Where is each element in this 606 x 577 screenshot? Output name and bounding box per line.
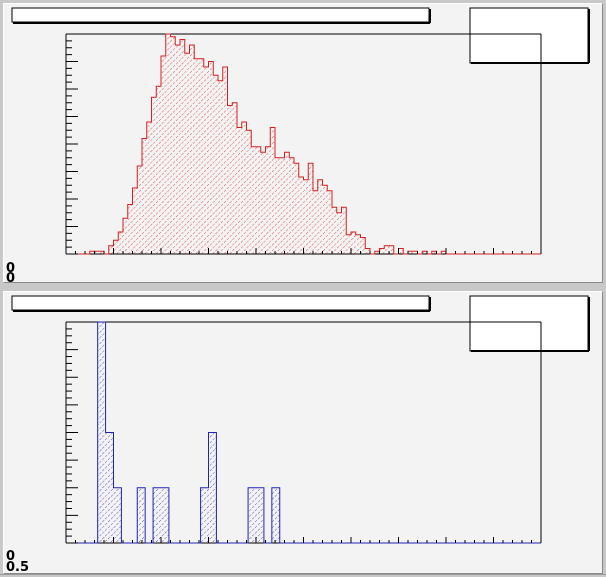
- histogram-canvas-bottom: 0 0.5: [6, 295, 590, 575]
- histogram-pad-top: 0 0: [3, 3, 603, 286]
- y-tick-label: 0: [6, 549, 15, 564]
- histogram-bar: [251, 146, 256, 254]
- histogram-bar: [113, 240, 119, 254]
- histogram-bar: [156, 86, 161, 254]
- histogram-bar: [379, 248, 385, 254]
- histogram-bar: [412, 251, 418, 254]
- canvas-bottom-edge: [0, 574, 606, 575]
- histogram-bar: [441, 251, 446, 254]
- histogram-bar: [113, 487, 122, 543]
- histogram-bar: [153, 487, 161, 543]
- histogram-bar: [327, 190, 332, 254]
- histogram-bar: [313, 190, 318, 254]
- histogram-outline: [66, 321, 541, 544]
- histogram-bar: [351, 232, 356, 254]
- histogram-bar: [374, 251, 380, 254]
- histogram-bar: [265, 146, 271, 254]
- histogram-bar: [89, 251, 95, 254]
- histogram-bar: [137, 166, 142, 254]
- histogram-bar: [99, 251, 104, 254]
- histogram-bar: [241, 122, 247, 254]
- histogram-bar: [200, 487, 209, 543]
- histogram-bar: [237, 127, 242, 254]
- histogram-bar: [123, 218, 128, 254]
- histogram-bar: [232, 102, 237, 254]
- histogram-canvas-top: 0 0: [6, 7, 590, 286]
- histogram-bar: [294, 163, 299, 254]
- y-tick-label: 0: [6, 271, 15, 286]
- histogram-bar: [203, 67, 209, 254]
- histogram-bar: [161, 56, 166, 254]
- histogram-bar: [165, 34, 171, 254]
- histogram-bar: [384, 245, 389, 254]
- histogram-bar: [270, 127, 275, 254]
- histogram-bar: [389, 245, 394, 254]
- histogram-bar: [346, 234, 351, 254]
- histogram-bar: [184, 53, 190, 254]
- histogram-bar: [365, 248, 370, 254]
- title-box: [11, 7, 430, 23]
- histogram-bar: [180, 39, 185, 254]
- stats-box: [469, 7, 589, 64]
- histogram-bar: [170, 36, 176, 254]
- histogram-bar: [218, 80, 223, 254]
- histogram-bar: [360, 237, 366, 254]
- histogram-bar: [279, 157, 285, 254]
- histogram-bar: [189, 45, 195, 254]
- histogram-bar: [146, 122, 152, 254]
- histogram-bar: [322, 185, 328, 254]
- histogram-bar: [260, 152, 266, 254]
- plot-area-bottom: [65, 321, 542, 544]
- histogram-bar: [298, 177, 304, 254]
- histogram-bar: [336, 212, 342, 254]
- histogram-bar: [175, 45, 180, 254]
- y-tick-label: 0: [6, 261, 15, 276]
- histogram-bar: [275, 157, 280, 254]
- histogram-bar: [208, 61, 214, 254]
- histogram-bar: [132, 188, 138, 254]
- histogram-bar: [341, 207, 347, 254]
- histogram-bar: [398, 248, 404, 254]
- histogram-bar: [222, 67, 228, 254]
- histogram-bar: [317, 179, 323, 254]
- histogram-bar: [137, 487, 146, 543]
- histogram-bar: [408, 251, 413, 254]
- histogram-bar: [199, 58, 204, 254]
- histogram-bar: [94, 251, 100, 254]
- histogram-bar: [108, 245, 114, 254]
- y-tick-label: 0.5: [6, 560, 29, 575]
- histogram-bar: [289, 157, 294, 254]
- plot-area-top: [65, 33, 542, 255]
- histogram-bar: [208, 432, 217, 543]
- histogram-bar: [194, 58, 199, 254]
- histogram-bar: [271, 487, 280, 543]
- histogram-bar: [256, 487, 264, 543]
- histogram-bar: [248, 487, 256, 543]
- histogram-bar: [127, 204, 133, 254]
- histogram-bar: [303, 179, 309, 254]
- histogram-bar: [105, 432, 114, 543]
- histogram-bar: [332, 207, 337, 254]
- stats-box: [469, 295, 589, 352]
- histogram-pad-bottom: 0 0.5: [3, 291, 603, 575]
- histogram-bar: [151, 97, 157, 254]
- histogram-bar: [256, 146, 261, 254]
- histogram-bar: [161, 487, 169, 543]
- histogram-bar: [308, 163, 313, 254]
- histogram-bar: [213, 75, 218, 254]
- histogram-bar: [355, 234, 361, 254]
- histogram-bar: [246, 130, 252, 254]
- histogram-bar: [97, 322, 106, 543]
- histogram-bar: [227, 105, 233, 254]
- histogram-bar: [118, 232, 123, 254]
- histogram-bar: [284, 152, 290, 254]
- title-box: [11, 295, 430, 311]
- histogram-bar: [431, 251, 437, 254]
- histogram-bar: [142, 138, 147, 254]
- histogram-bar: [422, 251, 427, 254]
